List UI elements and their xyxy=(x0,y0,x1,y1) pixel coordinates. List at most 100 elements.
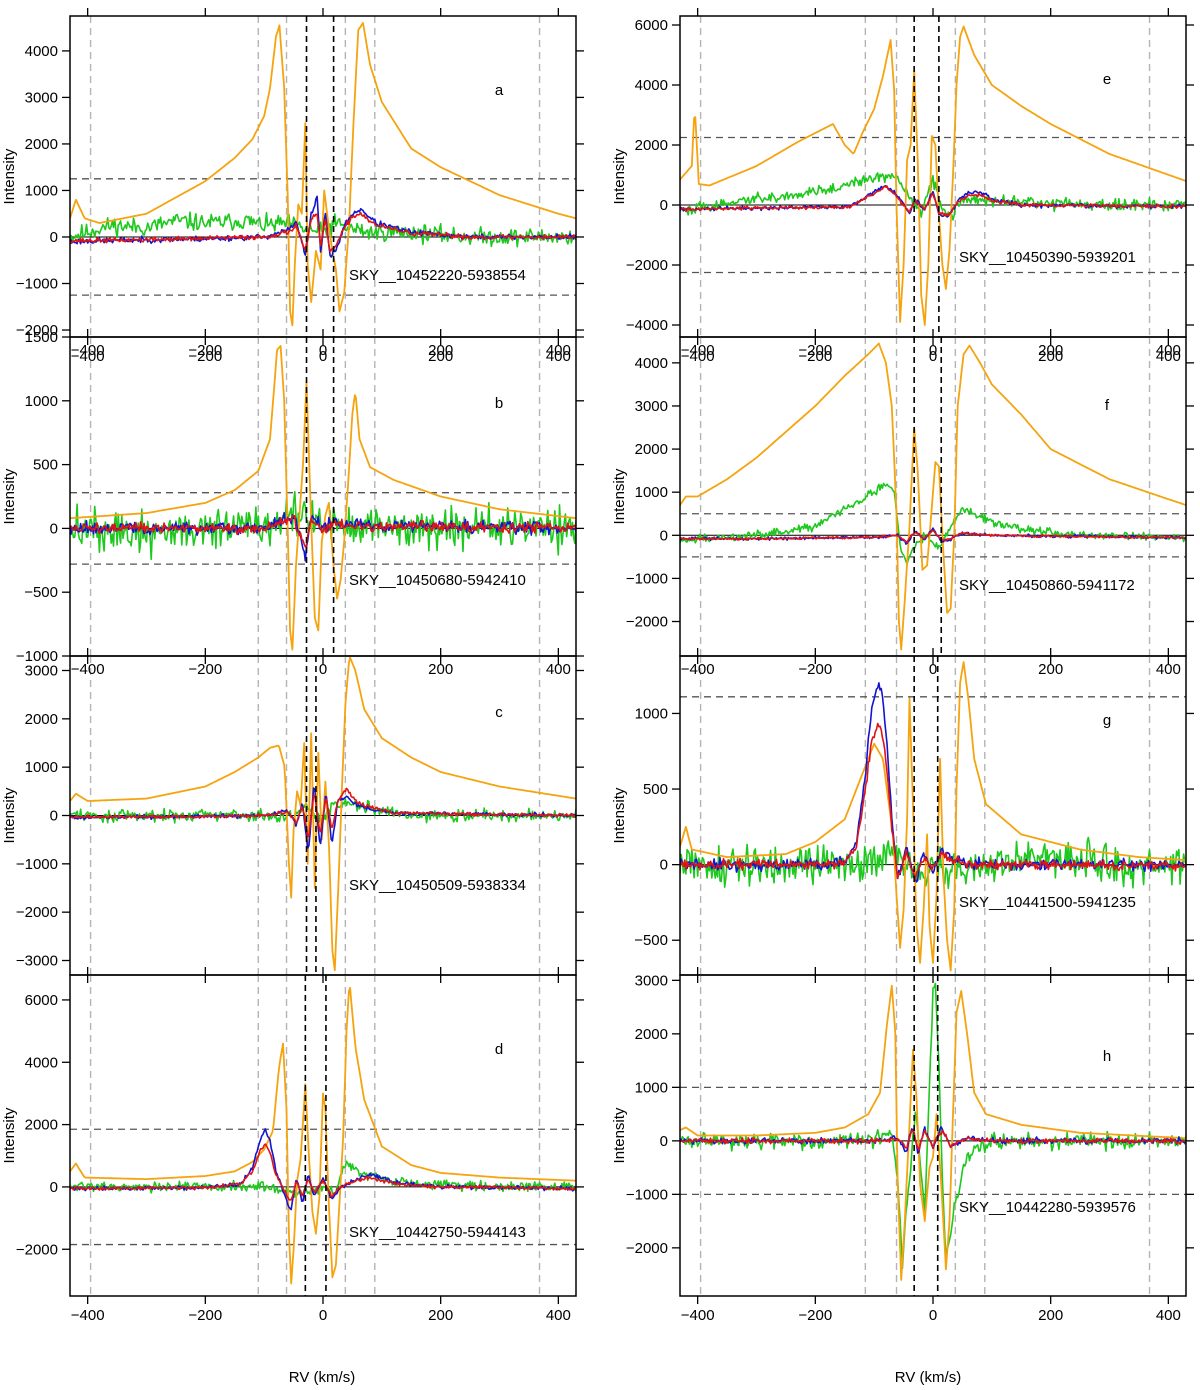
panel-letter-h: h xyxy=(1103,1048,1111,1065)
x-tick-label-e-3: 200 xyxy=(1038,348,1063,365)
series-orange-d xyxy=(70,986,576,1285)
series-red-a xyxy=(70,212,576,253)
y-axis-title-f: Intensity xyxy=(611,468,628,524)
y-axis-title-d: Intensity xyxy=(1,1107,18,1163)
y-tick-label-d-3: 4000 xyxy=(25,1054,58,1071)
y-tick-label-c-3: 0 xyxy=(50,808,58,825)
x-tick-label-b-1: −200 xyxy=(188,342,222,359)
x-tick-label-d-1: −200 xyxy=(188,1307,222,1324)
panel-e-plot xyxy=(680,16,1186,337)
y-tick-label-d-0: −2000 xyxy=(16,1241,58,1258)
x-tick-label-c-1: −200 xyxy=(188,661,222,678)
x-tick-label-e-0: −400 xyxy=(681,348,715,365)
y-tick-label-f-5: 3000 xyxy=(635,398,668,415)
y-tick-label-c-2: −1000 xyxy=(16,856,58,873)
y-tick-label-h-4: 2000 xyxy=(635,1026,668,1043)
panel-letter-d: d xyxy=(495,1041,503,1058)
series-orange-h xyxy=(680,984,1186,1281)
panel-c-plot xyxy=(70,656,576,975)
x-tick-label-e-4: 400 xyxy=(1156,348,1181,365)
series-orange-g xyxy=(680,661,1186,972)
x-tick-label-a-1: −200 xyxy=(188,348,222,365)
star-label-f: SKY__10450860-5941172 xyxy=(959,577,1135,594)
panel-g-plot xyxy=(680,656,1186,975)
x-tick-label-c-4: 400 xyxy=(546,661,571,678)
x-tick-label-g-3: 200 xyxy=(1038,661,1063,678)
x-tick-label-f-1: −200 xyxy=(798,342,832,359)
series-green-g xyxy=(680,836,1186,890)
x-tick-label-c-3: 200 xyxy=(428,661,453,678)
y-tick-label-f-2: 0 xyxy=(660,527,668,544)
series-orange-f xyxy=(680,342,1186,651)
x-tick-label-d-4: 400 xyxy=(546,1307,571,1324)
x-tick-label-g-4: 400 xyxy=(1156,661,1181,678)
y-axis-title-b: Intensity xyxy=(1,468,18,524)
y-tick-label-a-6: 4000 xyxy=(25,43,58,60)
y-tick-label-h-0: −2000 xyxy=(626,1240,668,1257)
series-blue-b xyxy=(70,511,576,562)
y-tick-label-e-0: −4000 xyxy=(626,317,668,334)
x-tick-label-h-3: 200 xyxy=(1038,1307,1063,1324)
x-tick-label-a-4: 400 xyxy=(546,348,571,365)
y-tick-label-d-1: 0 xyxy=(50,1179,58,1196)
series-red-b xyxy=(70,514,576,548)
x-tick-label-g-1: −200 xyxy=(798,661,832,678)
y-tick-label-h-1: −1000 xyxy=(626,1186,668,1203)
y-tick-label-a-0: −2000 xyxy=(16,322,58,339)
x-tick-label-f-0: −400 xyxy=(681,342,715,359)
star-label-a: SKY__10452220-5938554 xyxy=(349,267,526,284)
y-tick-label-g-2: 500 xyxy=(643,781,668,798)
y-tick-label-e-2: 0 xyxy=(660,197,668,214)
x-tick-label-c-2: 0 xyxy=(319,661,327,678)
x-axis-title-right: RV (km/s) xyxy=(895,1369,961,1386)
series-red-h xyxy=(680,1129,1186,1151)
x-tick-label-h-1: −200 xyxy=(798,1307,832,1324)
y-axis-title-e: Intensity xyxy=(611,148,628,204)
y-tick-label-b-4: 1000 xyxy=(25,393,58,410)
y-tick-label-g-3: 1000 xyxy=(635,705,668,722)
y-tick-label-d-2: 2000 xyxy=(25,1117,58,1134)
series-orange-a xyxy=(70,22,576,327)
y-tick-label-h-5: 3000 xyxy=(635,972,668,989)
x-tick-label-h-2: 0 xyxy=(929,1307,937,1324)
x-tick-label-e-1: −200 xyxy=(798,348,832,365)
y-tick-label-b-1: −500 xyxy=(24,584,58,601)
x-axis-title-left: RV (km/s) xyxy=(289,1369,355,1386)
panel-b: −1000 −500 0 500 1000 1500 −400 −200 0 200 400 Inte… xyxy=(1,329,584,665)
y-tick-label-c-0: −3000 xyxy=(16,953,58,970)
series-red-f xyxy=(680,529,1186,543)
y-tick-label-d-4: 6000 xyxy=(25,992,58,1009)
x-tick-label-g-0: −400 xyxy=(681,661,715,678)
y-tick-label-h-2: 0 xyxy=(660,1133,668,1150)
x-tick-label-b-0: −400 xyxy=(71,342,105,359)
star-label-c: SKY__10450509-5938334 xyxy=(349,877,526,894)
y-tick-label-e-3: 2000 xyxy=(635,137,668,154)
x-tick-label-d-2: 0 xyxy=(319,1307,327,1324)
x-tick-label-g-2: 0 xyxy=(929,661,937,678)
y-axis-title-h: Intensity xyxy=(611,1107,628,1163)
y-axis-title-c: Intensity xyxy=(1,787,18,843)
star-label-g: SKY__10441500-5941235 xyxy=(959,894,1136,911)
series-orange-e xyxy=(680,25,1186,326)
y-tick-label-f-3: 1000 xyxy=(635,484,668,501)
star-label-b: SKY__10450680-5942410 xyxy=(349,572,526,589)
x-tick-label-e-2: 0 xyxy=(929,348,937,365)
x-tick-label-h-0: −400 xyxy=(681,1307,715,1324)
y-axis-title-g: Intensity xyxy=(611,787,628,843)
panel-letter-f: f xyxy=(1105,397,1110,414)
panel-g: −500 0 500 1000 −400 −200 0 200 400 Intensity g SKY… xyxy=(611,648,1194,983)
x-tick-label-f-4: 400 xyxy=(1156,342,1181,359)
series-red-e xyxy=(680,185,1186,217)
panel-letter-a: a xyxy=(495,82,504,99)
y-tick-label-e-5: 6000 xyxy=(635,17,668,34)
y-tick-label-c-6: 3000 xyxy=(25,663,58,680)
y-tick-label-a-2: 0 xyxy=(50,229,58,246)
series-red-g xyxy=(680,722,1186,881)
